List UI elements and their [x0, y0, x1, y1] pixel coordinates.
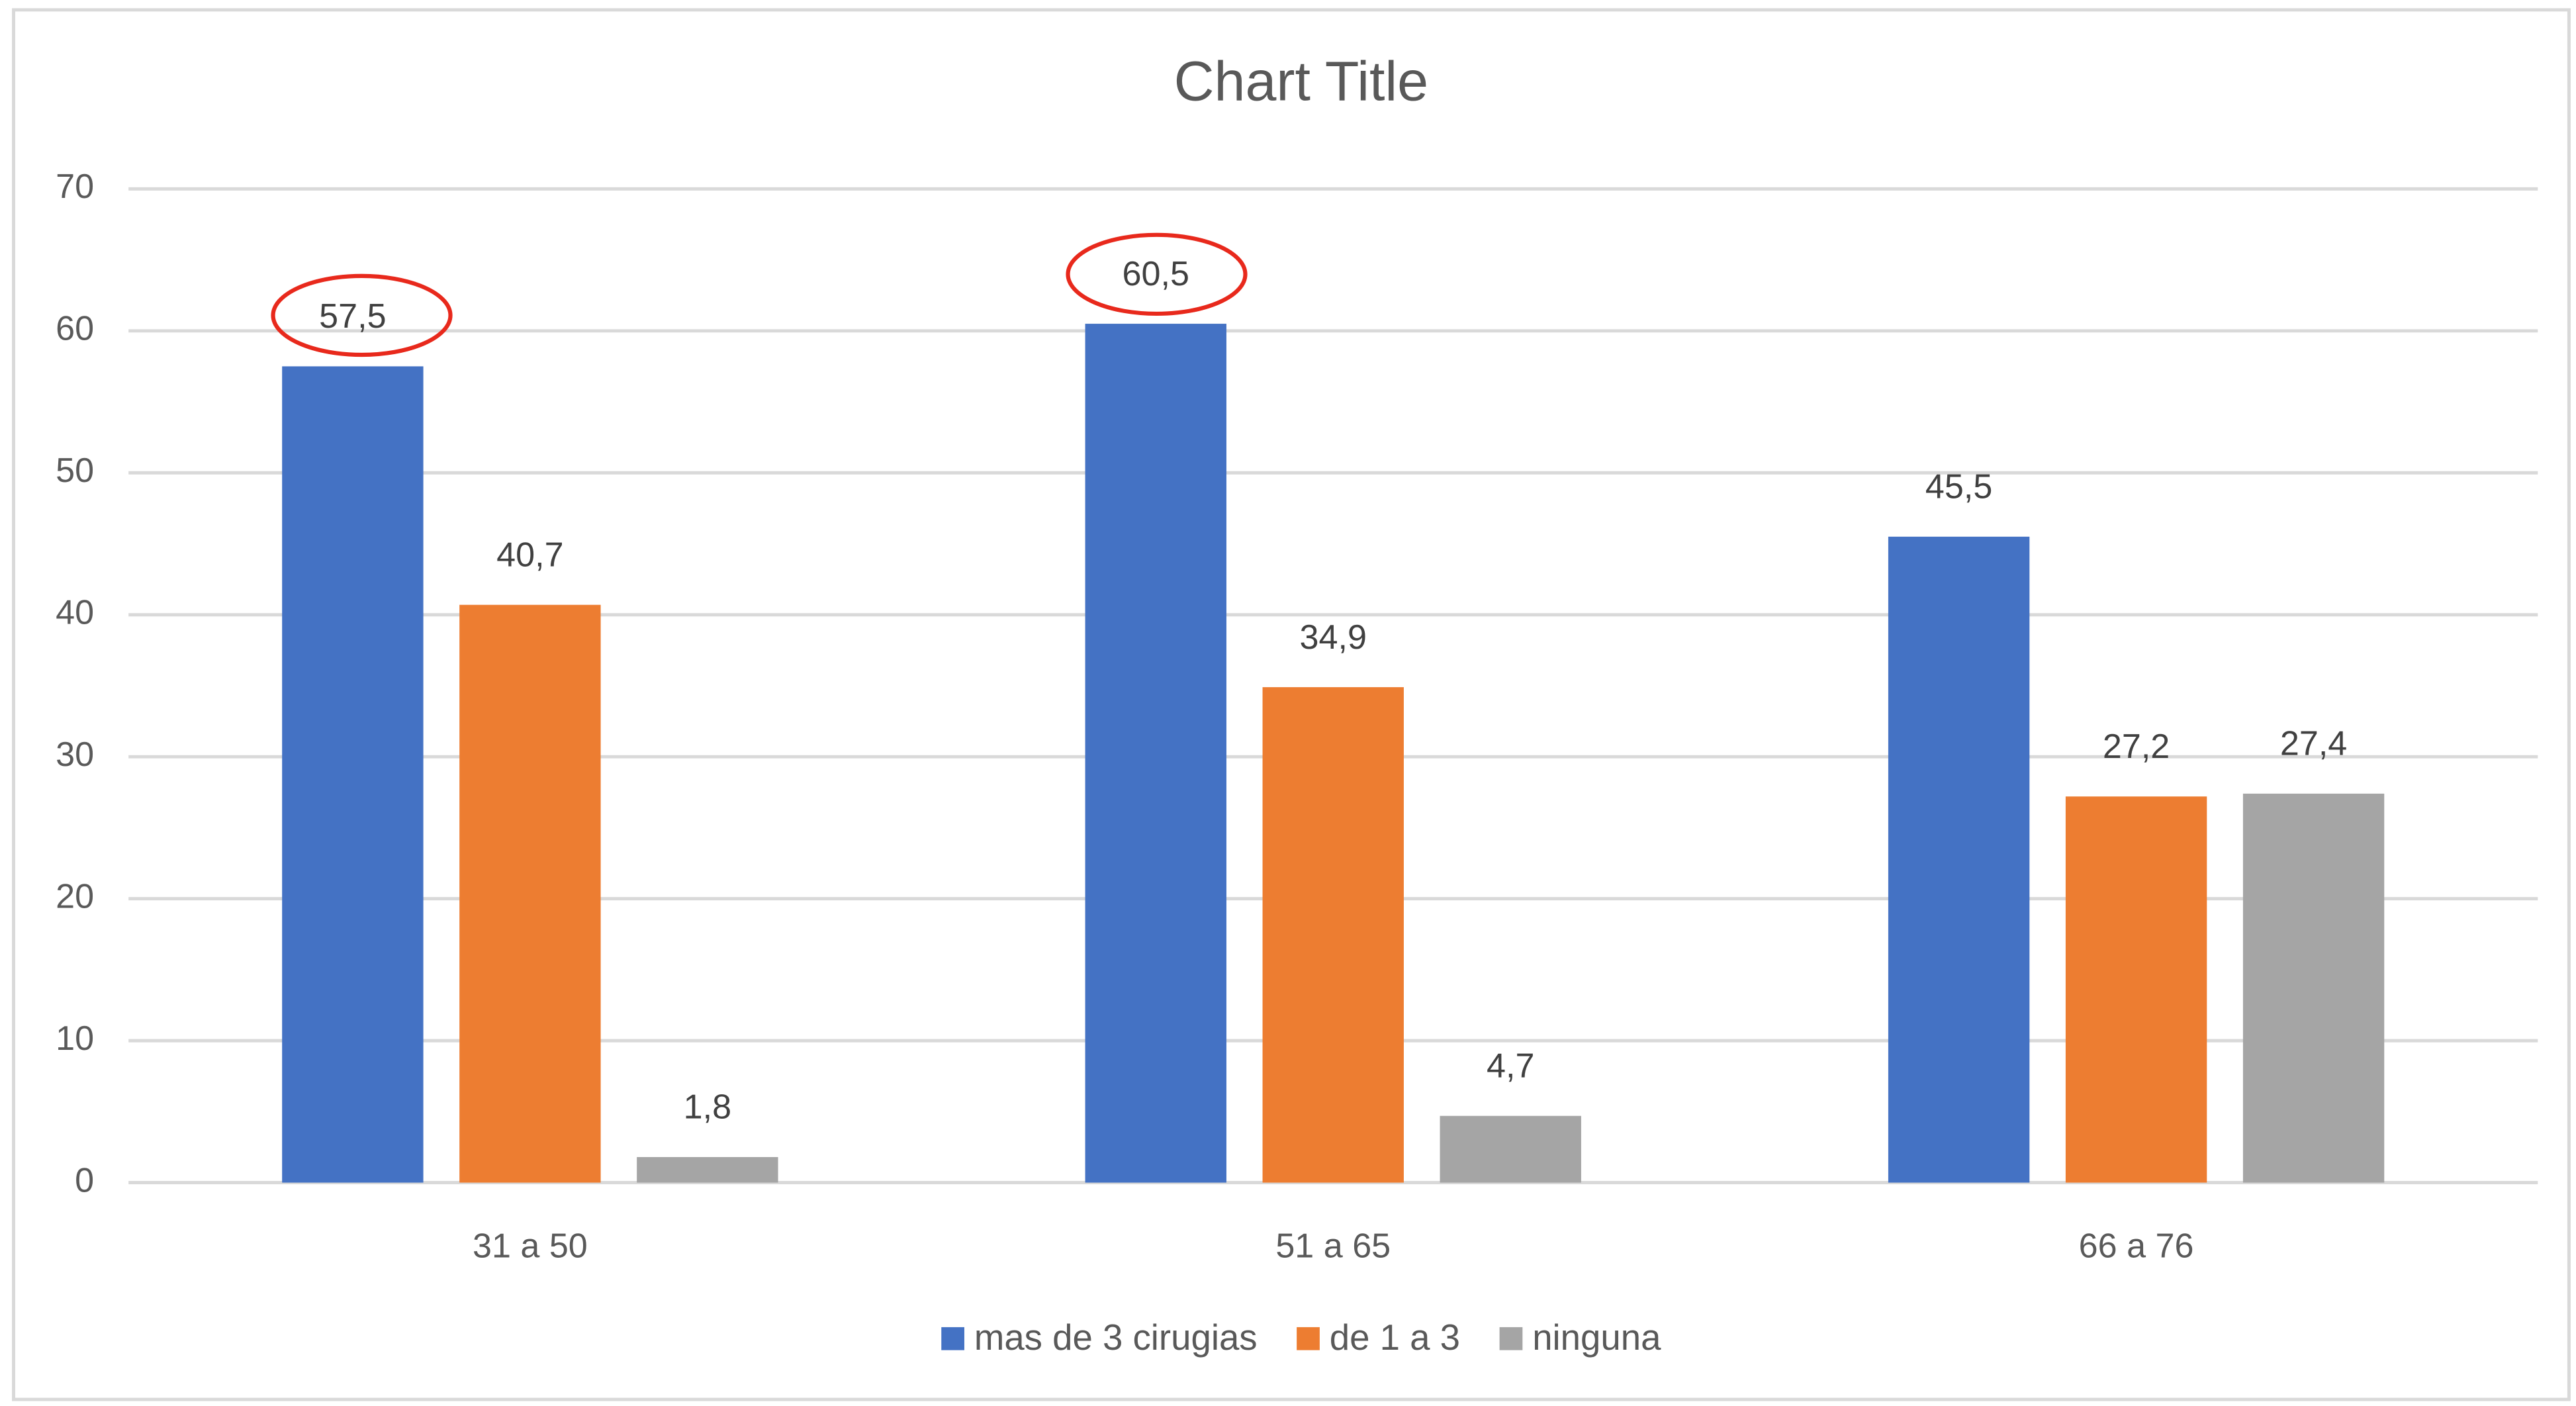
y-tick-label: 10 — [56, 1019, 94, 1058]
data-label: 60,5 — [1123, 255, 1189, 293]
legend-label: mas de 3 cirugias — [974, 1317, 1258, 1358]
y-tick-label: 0 — [75, 1161, 94, 1199]
bar — [1085, 324, 1226, 1183]
legend-swatch — [1499, 1327, 1523, 1350]
highlight-circle — [271, 273, 453, 357]
y-tick-label: 40 — [56, 593, 94, 632]
bar — [1262, 687, 1404, 1183]
plot-area: 0 10 20 30 40 50 60 70 31 a 50 57,5 40,7 1,8 51 a 65… — [56, 167, 2538, 1358]
x-tick-label: 51 a 65 — [1275, 1227, 1391, 1266]
legend-swatch — [941, 1327, 964, 1350]
x-tick-label: 66 a 76 — [2079, 1227, 2194, 1266]
data-label: 27,4 — [2280, 725, 2347, 763]
data-label: 34,9 — [1300, 618, 1367, 657]
bar — [2065, 796, 2207, 1183]
data-label: 4,7 — [1487, 1047, 1534, 1086]
y-tick-label: 20 — [56, 877, 94, 915]
y-tick-label: 30 — [56, 735, 94, 774]
bar — [637, 1156, 778, 1183]
highlight-circle — [1066, 232, 1248, 316]
legend-label: ninguna — [1532, 1317, 1661, 1358]
chart-title: Chart Title — [1174, 50, 1428, 112]
bar — [1888, 536, 2030, 1183]
y-tick-label: 70 — [56, 167, 94, 206]
x-tick-label: 31 a 50 — [473, 1227, 588, 1266]
legend-label: de 1 a 3 — [1330, 1317, 1460, 1358]
y-tick-label: 60 — [56, 310, 94, 348]
bar — [459, 604, 601, 1183]
legend: mas de 3 cirugias de 1 a 3 ninguna — [941, 1317, 1661, 1358]
bar — [282, 366, 424, 1183]
bar — [1440, 1115, 1581, 1183]
y-tick-label: 50 — [56, 451, 94, 490]
data-label: 57,5 — [319, 297, 386, 336]
data-label: 1,8 — [684, 1088, 731, 1127]
data-label: 27,2 — [2103, 727, 2170, 766]
data-label: 40,7 — [496, 536, 563, 575]
legend-swatch — [1297, 1327, 1320, 1350]
bar — [2242, 793, 2385, 1183]
data-label: 45,5 — [1925, 468, 1992, 506]
